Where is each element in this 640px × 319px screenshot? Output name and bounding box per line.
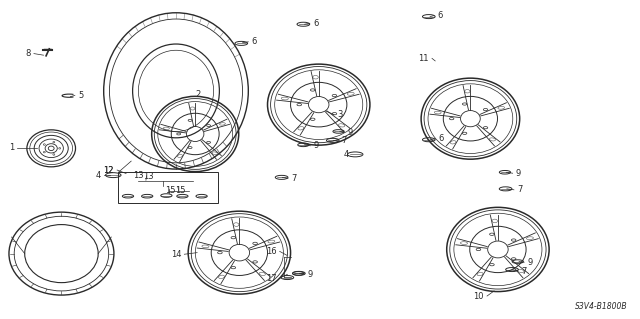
Text: 12: 12 bbox=[104, 166, 114, 174]
Text: 2: 2 bbox=[195, 90, 200, 99]
Text: 3: 3 bbox=[337, 110, 342, 119]
Text: 16: 16 bbox=[266, 247, 276, 256]
Text: 9: 9 bbox=[516, 169, 521, 178]
Text: 15: 15 bbox=[175, 186, 186, 195]
Text: 7: 7 bbox=[517, 185, 522, 194]
Text: 4: 4 bbox=[344, 150, 349, 159]
Text: 9: 9 bbox=[348, 128, 353, 137]
Text: 9: 9 bbox=[308, 270, 313, 278]
Text: 14: 14 bbox=[171, 250, 181, 259]
Text: 4: 4 bbox=[96, 171, 101, 180]
Text: 12: 12 bbox=[104, 166, 114, 175]
Text: 9: 9 bbox=[527, 258, 532, 267]
Text: 7: 7 bbox=[291, 174, 296, 183]
Text: 15: 15 bbox=[165, 186, 175, 195]
Text: 6: 6 bbox=[437, 11, 442, 20]
Text: 6: 6 bbox=[252, 37, 257, 46]
Text: S3V4-B1800B: S3V4-B1800B bbox=[575, 302, 627, 311]
Text: 9: 9 bbox=[314, 141, 319, 150]
Text: 8: 8 bbox=[26, 49, 31, 58]
Text: 1: 1 bbox=[9, 143, 14, 152]
Text: 10: 10 bbox=[474, 292, 484, 300]
Text: 13: 13 bbox=[143, 172, 154, 181]
Text: 5: 5 bbox=[78, 91, 83, 100]
Text: 7: 7 bbox=[342, 137, 347, 145]
Text: 6: 6 bbox=[313, 19, 318, 28]
Bar bbox=[118, 172, 218, 203]
Text: 6: 6 bbox=[438, 134, 444, 143]
Text: 17: 17 bbox=[266, 274, 276, 283]
Text: 7: 7 bbox=[521, 267, 526, 276]
Text: 13: 13 bbox=[132, 171, 143, 180]
Text: 11: 11 bbox=[419, 54, 429, 63]
